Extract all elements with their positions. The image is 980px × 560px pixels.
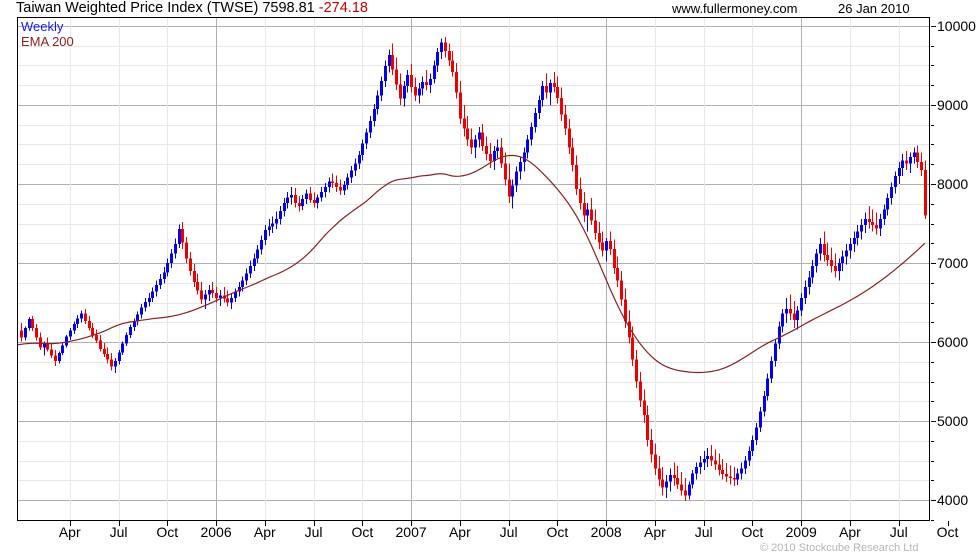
y-axis-label: 7000 <box>937 255 969 272</box>
x-axis-label: Jul <box>694 524 713 540</box>
last-value: 7598.81 <box>262 0 315 16</box>
x-axis-tick <box>801 521 802 526</box>
x-axis-tick <box>411 521 412 526</box>
x-axis-tick <box>460 521 461 526</box>
candlestick-series <box>20 36 927 502</box>
chart-legend: Weekly EMA 200 <box>21 19 74 49</box>
y-axis-label: 4000 <box>937 492 969 509</box>
x-axis-label: Apr <box>644 524 666 540</box>
x-axis-label: Apr <box>58 524 81 540</box>
y-axis-tick <box>931 105 936 106</box>
grid-minor <box>18 26 929 501</box>
y-axis-tick <box>931 26 936 27</box>
y-axis-minor-tick <box>931 303 934 304</box>
x-axis-label: Oct <box>156 524 179 540</box>
y-axis-label: 8000 <box>937 176 969 193</box>
ema200-line <box>18 154 926 374</box>
y-axis-minor-tick <box>931 46 934 47</box>
y-axis-label: 5000 <box>937 413 969 430</box>
y-axis-minor-tick <box>931 144 934 145</box>
instrument-name: Taiwan Weighted Price Index (TWSE) <box>16 0 259 16</box>
y-axis-minor-tick <box>931 85 934 86</box>
y-axis-tick <box>931 421 936 422</box>
header-title: Taiwan Weighted Price Index (TWSE) 7598.… <box>16 0 368 17</box>
x-axis-tick <box>752 521 753 526</box>
x-axis-tick <box>167 521 168 526</box>
change-value: -274.18 <box>318 0 368 16</box>
x-axis-tick <box>606 521 607 526</box>
x-axis-label: Oct <box>546 524 569 540</box>
y-axis-label: 6000 <box>937 334 969 351</box>
x-axis-tick <box>704 521 705 526</box>
x-axis-label: Jul <box>889 524 908 540</box>
y-axis-minor-tick <box>931 441 934 442</box>
candlestick-chart <box>18 18 929 520</box>
y-axis-minor-tick <box>931 480 934 481</box>
x-axis-tick <box>216 521 217 526</box>
y-axis-minor-tick <box>931 461 934 462</box>
x-axis-tick <box>557 521 558 526</box>
y-axis-minor-tick <box>931 382 934 383</box>
y-axis-minor-tick <box>931 362 934 363</box>
x-axis-tick <box>655 521 656 526</box>
x-axis-label: Apr <box>448 524 471 540</box>
y-axis-minor-tick <box>931 204 934 205</box>
legend-item-weekly: Weekly <box>21 19 64 34</box>
y-axis-minor-tick <box>931 243 934 244</box>
copyright-notice: © 2010 Stockcube Research Ltd <box>760 542 919 554</box>
y-axis-minor-tick <box>931 322 934 323</box>
y-axis-minor-tick <box>931 401 934 402</box>
y-axis-label: 9000 <box>937 96 969 113</box>
y-axis-tick <box>931 342 936 343</box>
y-axis-tick <box>931 184 936 185</box>
x-axis-label: 2008 <box>590 524 622 540</box>
y-axis-minor-tick <box>931 164 934 165</box>
y-axis-tick <box>931 500 936 501</box>
x-axis-label: 2009 <box>785 524 817 540</box>
x-axis-tick <box>70 521 71 526</box>
x-axis-label: 2007 <box>395 524 427 540</box>
chart-date: 26 Jan 2010 <box>838 1 910 16</box>
x-axis-tick <box>850 521 851 526</box>
x-axis-tick <box>948 521 949 526</box>
y-axis-minor-tick <box>931 65 934 66</box>
x-axis-label: Oct <box>936 524 959 540</box>
x-axis-tick <box>119 521 120 526</box>
x-axis-label: 2006 <box>200 524 232 540</box>
y-axis-tick <box>931 263 936 264</box>
x-axis-label: Oct <box>351 524 374 540</box>
y-axis-minor-tick <box>931 283 934 284</box>
x-axis-tick <box>265 521 266 526</box>
x-axis-tick <box>362 521 363 526</box>
x-axis-label: Apr <box>253 524 276 540</box>
x-axis-tick <box>314 521 315 526</box>
y-axis-label: 10000 <box>937 17 976 34</box>
y-axis-minor-tick <box>931 125 934 126</box>
plot-area[interactable] <box>17 17 930 521</box>
x-axis-label: Jul <box>109 524 128 540</box>
x-axis-tick <box>509 521 510 526</box>
legend-item-ema200: EMA 200 <box>21 34 74 49</box>
x-axis-label: Jul <box>304 524 323 540</box>
chart-header: Taiwan Weighted Price Index (TWSE) 7598.… <box>0 0 980 17</box>
x-axis-tick <box>899 521 900 526</box>
x-axis-label: Oct <box>741 524 764 540</box>
y-axis-minor-tick <box>931 520 934 521</box>
website-label[interactable]: www.fullermoney.com <box>672 1 798 16</box>
grid-major <box>18 26 929 501</box>
y-axis-minor-tick <box>931 224 934 225</box>
x-axis-label: Jul <box>499 524 518 540</box>
x-axis-label: Apr <box>839 524 861 540</box>
